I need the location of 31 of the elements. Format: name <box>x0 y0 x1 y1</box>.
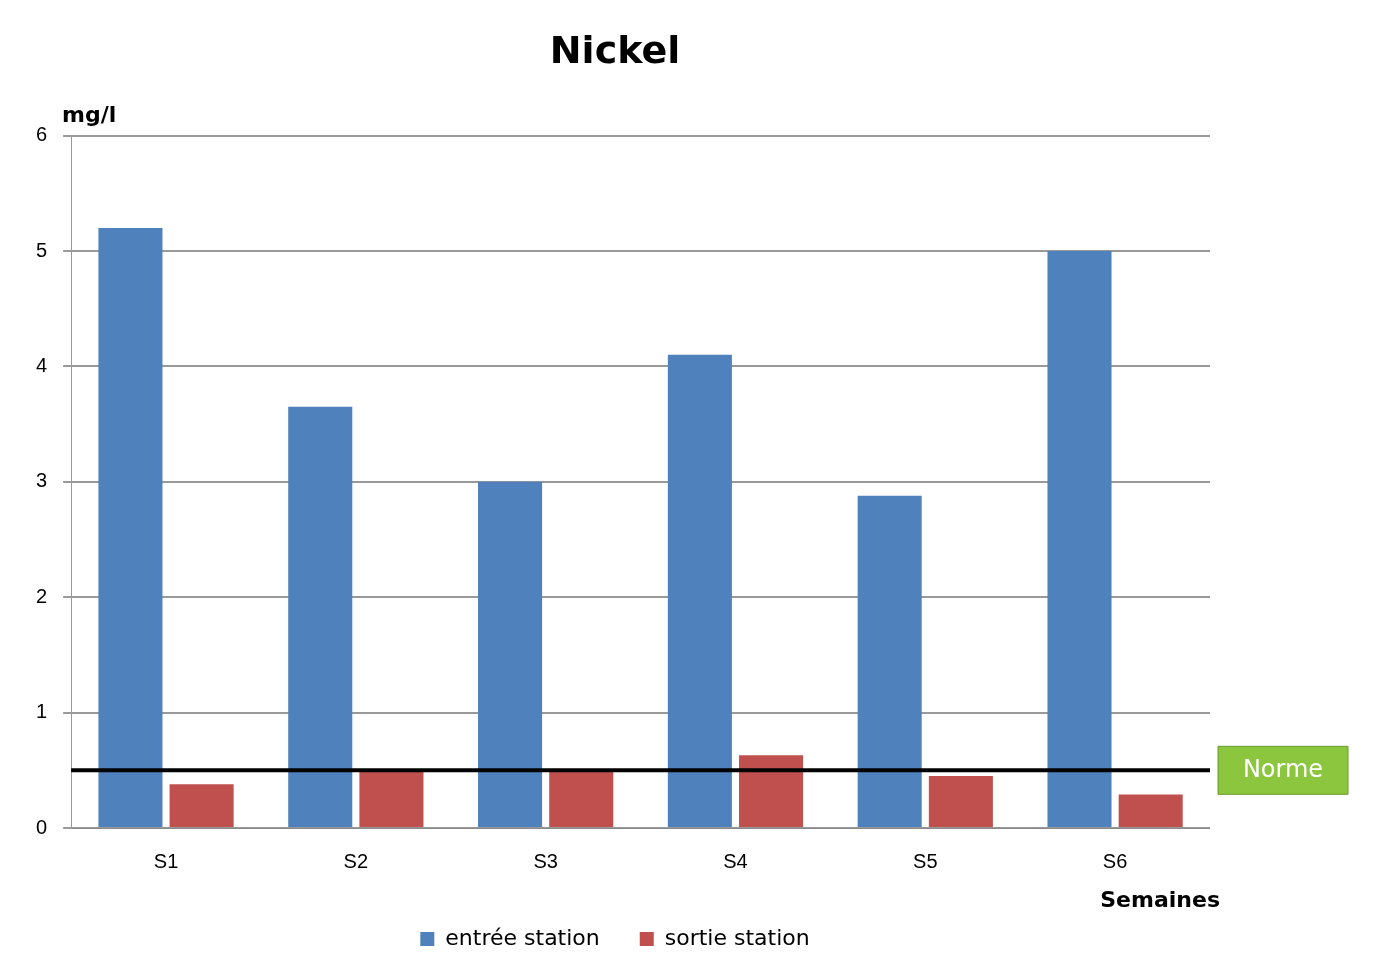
x-tick-label: S5 <box>913 849 938 872</box>
legend-label: entrée station <box>445 924 600 950</box>
y-tick-label: 6 <box>36 123 48 146</box>
bar <box>857 495 922 827</box>
x-tick-label: S3 <box>533 849 558 872</box>
y-tick-label: 1 <box>36 700 48 723</box>
y-tick-label: 2 <box>36 584 48 607</box>
legend-label: sortie station <box>664 924 810 950</box>
bar <box>549 771 614 827</box>
chart-title: Nickel <box>549 27 681 72</box>
ref-line-label: Norme <box>1242 754 1324 783</box>
x-axis-title: Semaines <box>1100 886 1220 912</box>
x-tick-label: S6 <box>1102 849 1128 872</box>
bar <box>288 406 353 827</box>
y-tick-label: 3 <box>36 469 48 492</box>
bar <box>359 770 424 827</box>
x-tick-label: S4 <box>723 849 748 872</box>
bar <box>478 481 543 827</box>
bar <box>98 227 163 827</box>
y-axis-title: mg/l <box>62 102 117 128</box>
x-tick-label: S2 <box>343 849 369 872</box>
bar <box>928 776 993 827</box>
bar <box>667 354 732 827</box>
bar <box>169 784 234 827</box>
y-tick-label: 0 <box>36 815 48 838</box>
bar <box>1047 251 1112 827</box>
bar <box>1118 794 1183 827</box>
y-tick-label: 5 <box>36 238 48 261</box>
y-tick-label: 4 <box>36 353 48 376</box>
x-tick-label: S1 <box>153 849 179 872</box>
bar <box>739 755 804 827</box>
